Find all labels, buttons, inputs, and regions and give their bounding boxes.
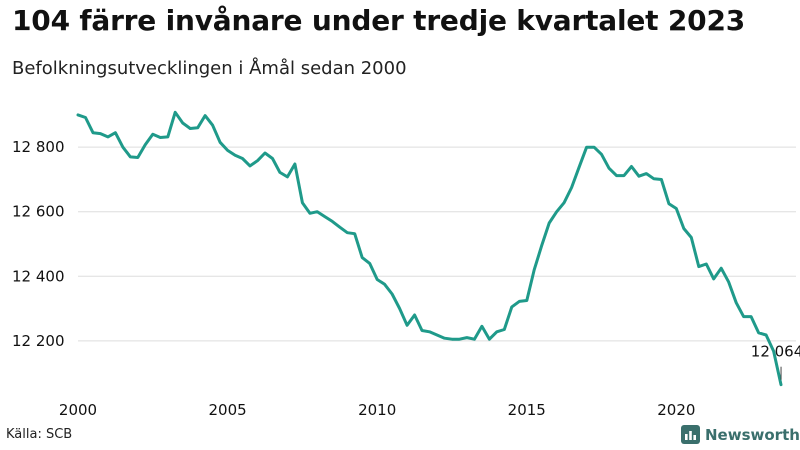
chart-subtitle: Befolkningsutvecklingen i Åmål sedan 200…: [12, 58, 407, 79]
x-tick-label: 2000: [59, 401, 97, 419]
y-tick-label: 12 200: [12, 332, 65, 350]
series-line: [76, 110, 783, 387]
series-group: [76, 110, 783, 387]
brand-logo[interactable]: Newsworthy: [681, 425, 800, 444]
y-tick-label: 12 600: [12, 203, 65, 221]
y-tick-label: 12 400: [12, 267, 65, 285]
x-tick-label: 2005: [208, 401, 246, 419]
x-tick-label: 2020: [657, 401, 695, 419]
annotation-group: 12 064: [751, 343, 800, 380]
bar-chart-logo-icon: [681, 425, 700, 444]
source-note: Källa: SCB: [6, 427, 73, 442]
grid-lines: [78, 146, 796, 342]
chart-title: 104 färre invånare under tredje kvartale…: [12, 4, 746, 37]
y-tick-label: 12 800: [12, 138, 65, 156]
annotation-label: 12 064: [751, 343, 800, 361]
x-tick-label: 2015: [508, 401, 546, 419]
x-tick-label: 2010: [358, 401, 396, 419]
y-axis-tick-labels: 12 200 12 400 12 600 12 800: [12, 138, 65, 350]
x-axis-tick-labels: 2000 2005 2010 2015 2020: [59, 401, 696, 419]
brand-name: Newsworthy: [705, 425, 800, 444]
